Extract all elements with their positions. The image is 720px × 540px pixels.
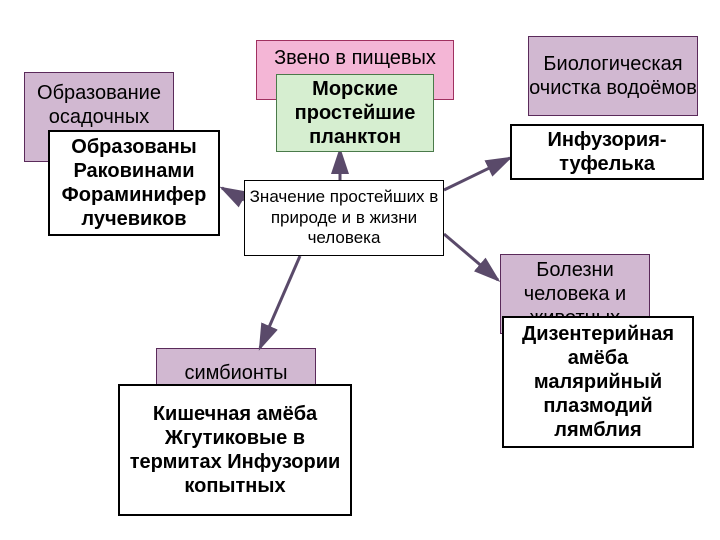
node-paramecium: Инфузория-туфелька bbox=[510, 124, 704, 180]
node-foraminifera: Образованы Раковинами Фораминифер лучеви… bbox=[48, 130, 220, 236]
node-water-cleaning: Биологическая очистка водоёмов bbox=[528, 36, 698, 116]
node-label: Дизентерийная амёба малярийный плазмодий… bbox=[504, 322, 692, 442]
node-plankton: Морские простейшие планктон bbox=[276, 74, 434, 152]
node-parasites: Дизентерийная амёба малярийный плазмодий… bbox=[502, 316, 694, 448]
node-label: Биологическая очистка водоёмов bbox=[529, 52, 697, 100]
node-label: Инфузория-туфелька bbox=[512, 128, 702, 176]
node-label: Образованы Раковинами Фораминифер лучеви… bbox=[50, 135, 218, 231]
node-label: Кишечная амёба Жгутиковые в термитах Инф… bbox=[120, 402, 350, 498]
node-symbiont-examples: Кишечная амёба Жгутиковые в термитах Инф… bbox=[118, 384, 352, 516]
node-label: Морские простейшие планктон bbox=[277, 77, 433, 149]
node-label: Значение простейших в природе и в жизни … bbox=[245, 187, 443, 248]
node-center: Значение простейших в природе и в жизни … bbox=[244, 180, 444, 256]
node-label: симбионты bbox=[184, 361, 287, 385]
